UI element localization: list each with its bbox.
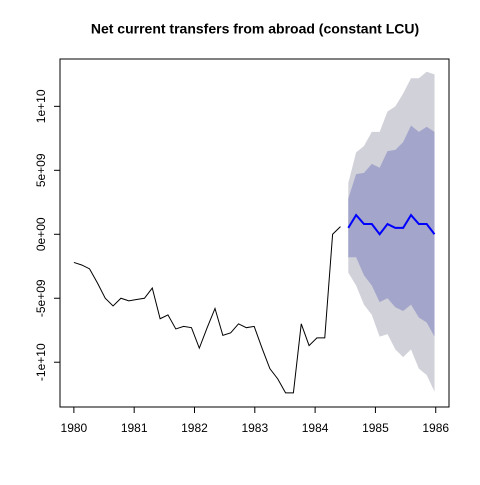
y-tick-label: -1e+10 [34,343,48,381]
y-tick-label: 0e+00 [34,217,48,251]
x-tick-label: 1983 [241,421,268,435]
y-tick-label: 1e+10 [34,89,48,123]
x-tick-label: 1984 [302,421,329,435]
y-tick-label: -5e+09 [34,279,48,317]
history-line [73,226,341,394]
x-tick-label: 1985 [362,421,389,435]
x-tick-label: 1981 [121,421,148,435]
y-tick-label: 5e+09 [34,153,48,187]
x-tick-label: 1986 [422,421,449,435]
prediction-band [348,125,435,337]
x-tick-label: 1980 [61,421,88,435]
forecast-line [347,213,436,236]
chart-title: Net current transfers from abroad (const… [91,21,419,37]
x-tick-label: 1982 [181,421,208,435]
